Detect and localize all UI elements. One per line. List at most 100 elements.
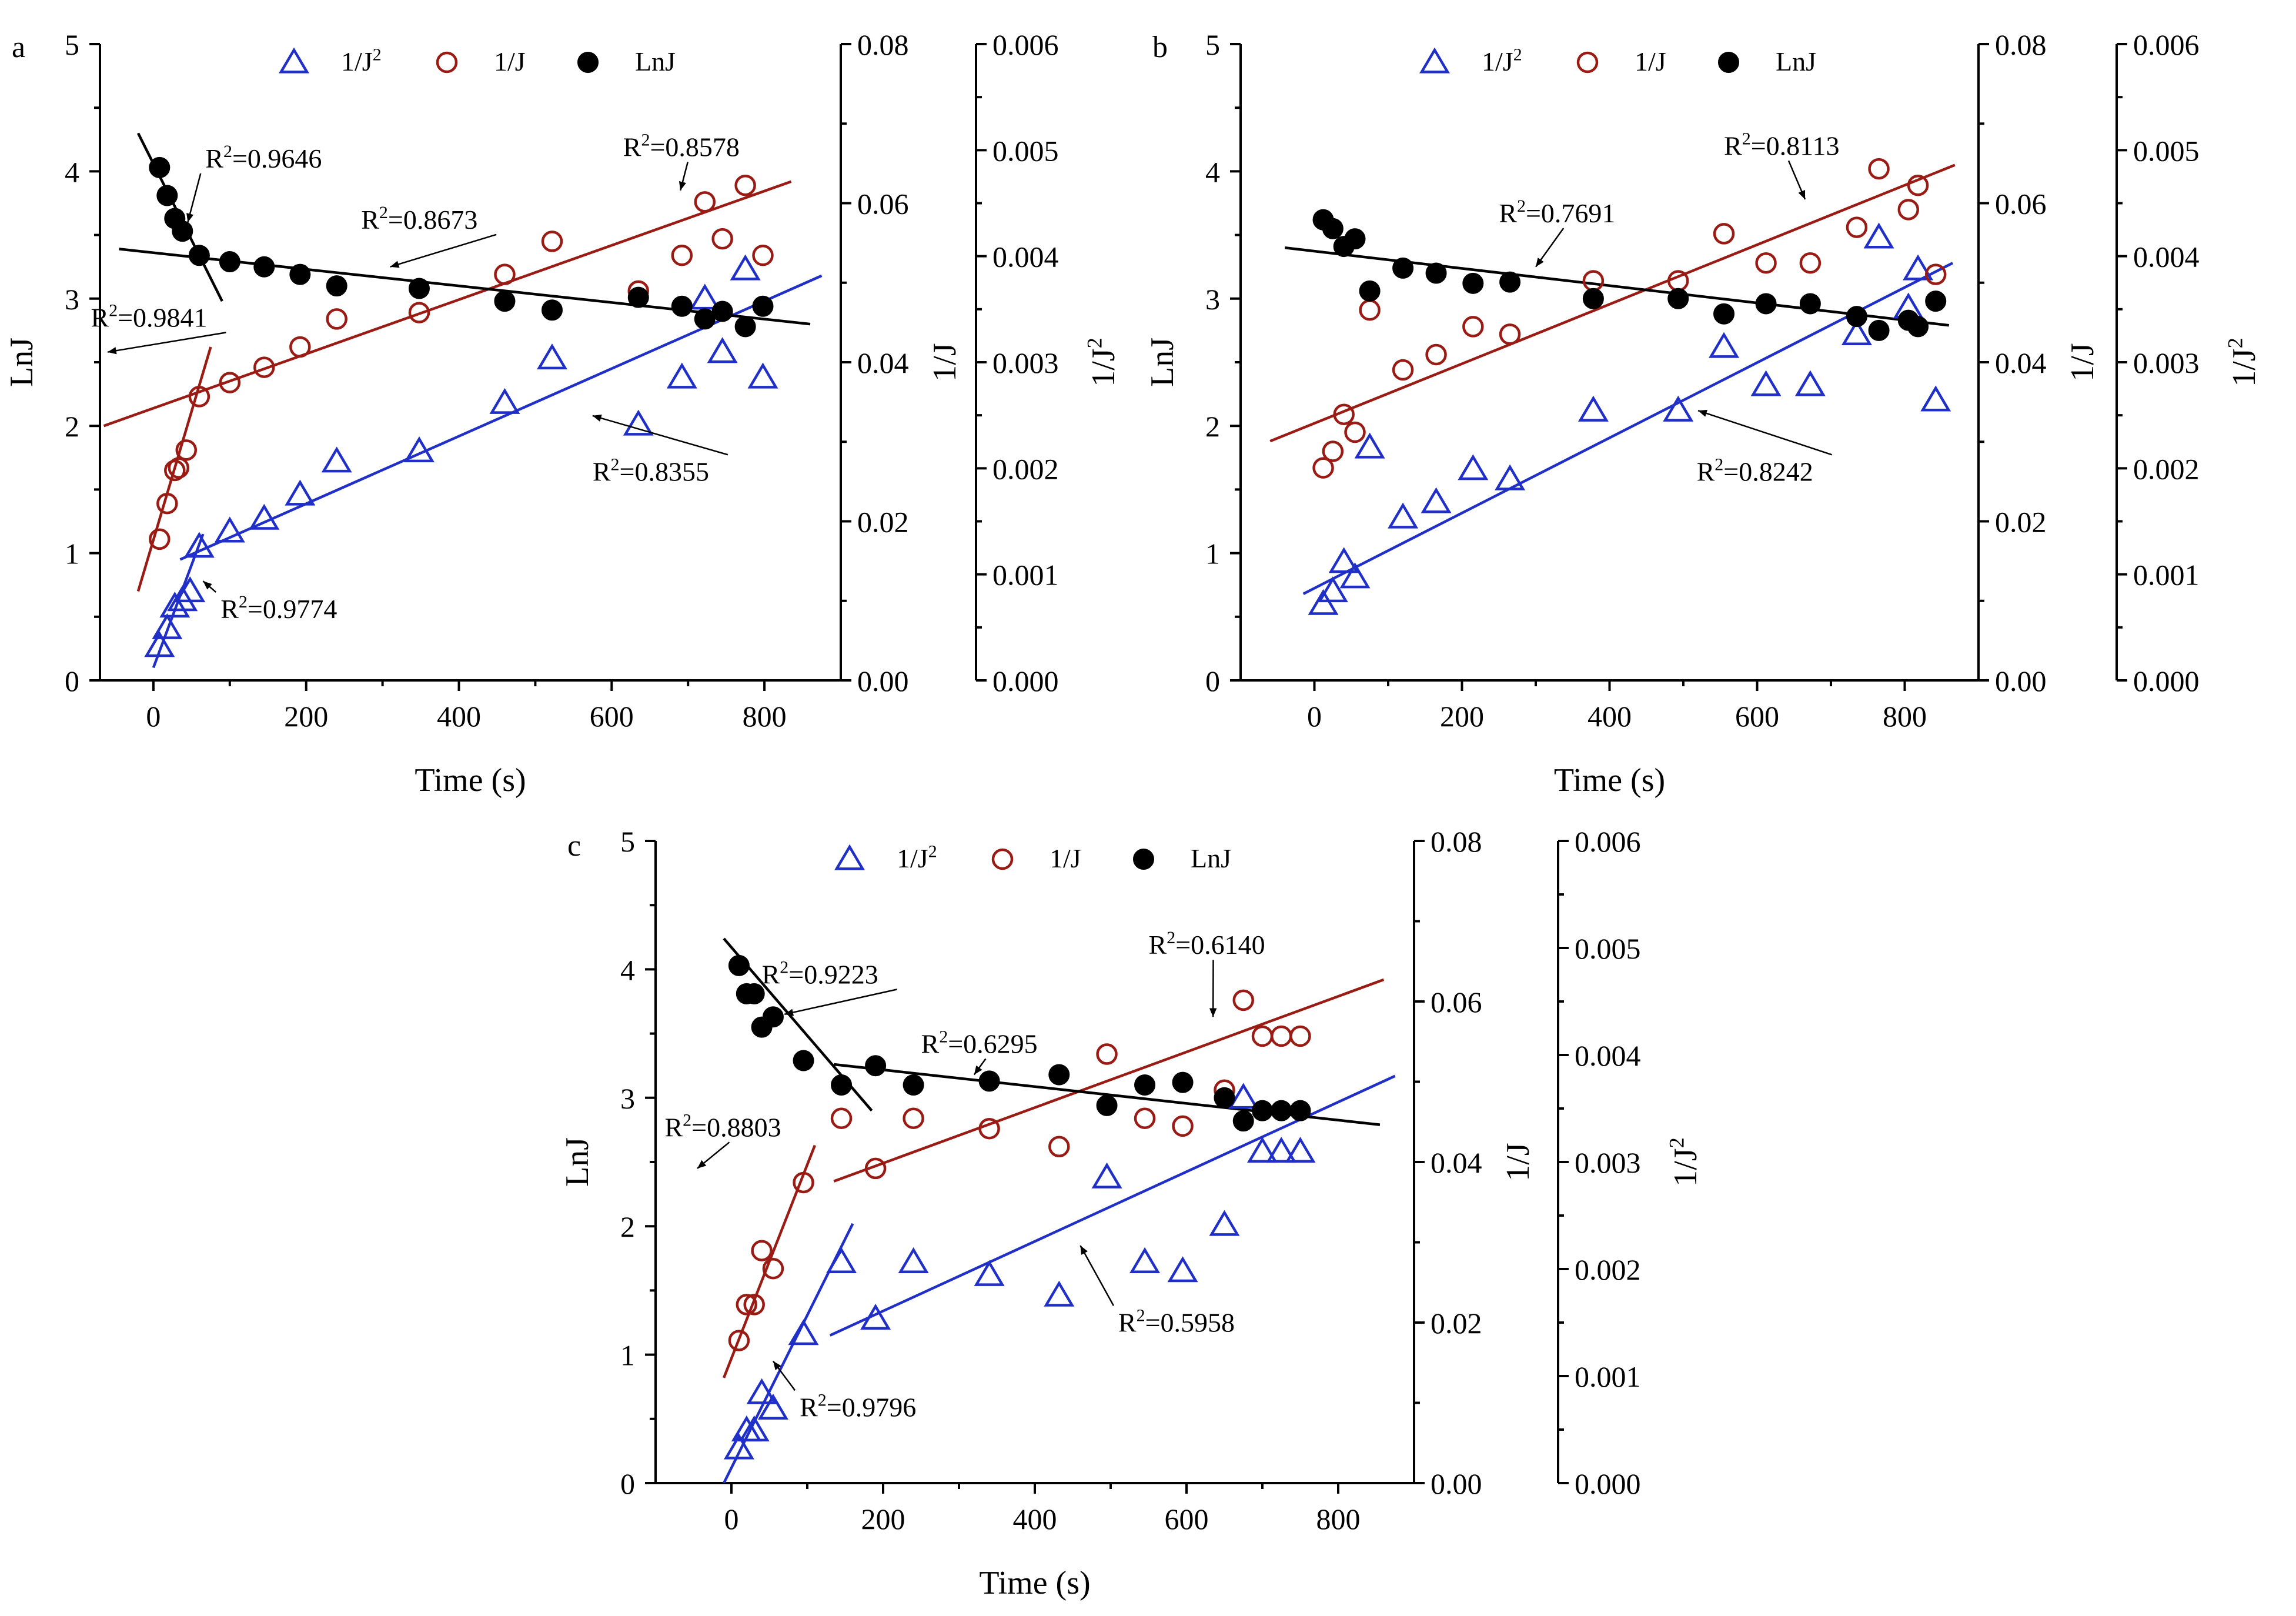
right2-tick-label: 0.001 bbox=[2133, 559, 2200, 592]
right1-tick-label: 0.04 bbox=[1431, 1146, 1482, 1179]
x-tick-label: 400 bbox=[1013, 1503, 1057, 1535]
point-lnj bbox=[1667, 288, 1689, 309]
point-1-j bbox=[903, 1107, 924, 1129]
fit-line-1-j bbox=[833, 978, 1385, 1183]
right2-tick-label: 0.005 bbox=[992, 134, 1059, 167]
right1-tick-label: 0.06 bbox=[1995, 188, 2047, 221]
right1-tick-label: 0.04 bbox=[857, 346, 909, 379]
point-1-j2 bbox=[321, 446, 352, 473]
legend-label: 1/J bbox=[1635, 46, 1666, 76]
right2-tick-label: 0.000 bbox=[1575, 1467, 1641, 1500]
x-tick-label: 800 bbox=[1883, 700, 1927, 733]
point-lnj bbox=[1214, 1087, 1235, 1109]
point-1-j bbox=[736, 1294, 758, 1315]
point-1-j bbox=[541, 231, 563, 252]
right2-tick-label: 0.006 bbox=[992, 28, 1059, 61]
annotation-arrow-head bbox=[186, 213, 194, 222]
point-lnj bbox=[1252, 1100, 1273, 1121]
r-squared-label: R2=0.9223 bbox=[762, 957, 878, 989]
left-tick-label: 5 bbox=[620, 825, 635, 858]
point-lnj bbox=[1925, 291, 1947, 312]
point-1-j bbox=[1232, 989, 1254, 1011]
left-tick-label: 0 bbox=[65, 665, 79, 697]
x-tick-label: 800 bbox=[743, 700, 787, 733]
point-1-j2 bbox=[1308, 589, 1339, 615]
fit-line-1-j bbox=[1269, 163, 1956, 443]
point-1-j2 bbox=[1285, 1137, 1316, 1163]
point-lnj bbox=[494, 291, 516, 312]
panel-c: c 0 200 400 600 800 Time (s) 0 1 2 3 4 5 LnJ 0.00 0.02 0… bbox=[559, 825, 1704, 1601]
right2-tick-label: 0.003 bbox=[2133, 346, 2200, 379]
point-lnj bbox=[1134, 1074, 1156, 1096]
r-squared-label: R2=0.8803 bbox=[664, 1110, 781, 1142]
legend-marker-1-j bbox=[991, 848, 1014, 870]
point-1-j bbox=[864, 1157, 887, 1180]
point-1-j bbox=[1924, 263, 1947, 285]
point-lnj bbox=[1172, 1071, 1194, 1093]
point-1-j2 bbox=[746, 1378, 777, 1404]
annotation-arrow-head bbox=[592, 414, 602, 422]
point-1-j bbox=[1134, 1107, 1156, 1129]
point-1-j bbox=[734, 174, 756, 196]
point-lnj bbox=[289, 263, 311, 285]
point-1-j bbox=[1359, 299, 1381, 321]
legend-marker-1-j2 bbox=[279, 47, 309, 74]
point-1-j2 bbox=[757, 1393, 788, 1420]
point-lnj bbox=[1846, 306, 1867, 328]
legend-marker-lnj bbox=[1133, 849, 1154, 870]
x-tick-label: 400 bbox=[1588, 700, 1632, 733]
legend-marker-1-j2 bbox=[1419, 47, 1450, 74]
point-1-j2 bbox=[860, 1304, 891, 1330]
x-tick-label: 600 bbox=[1165, 1503, 1209, 1535]
legend-label: 1/J bbox=[494, 46, 526, 76]
r-squared-label: R2=0.6140 bbox=[1149, 928, 1265, 960]
panel-letter: b bbox=[1152, 31, 1168, 64]
right2-axis-title: 1/J2 bbox=[1083, 338, 1122, 387]
point-1-j bbox=[728, 1330, 750, 1351]
right2-tick-label: 0.001 bbox=[992, 559, 1059, 592]
left-tick-label: 1 bbox=[65, 537, 79, 570]
point-1-j2 bbox=[1354, 432, 1385, 459]
right2-tick-label: 0.000 bbox=[2133, 665, 2200, 697]
point-1-j2 bbox=[1091, 1162, 1122, 1188]
point-1-j2 bbox=[738, 1415, 770, 1442]
point-1-j2 bbox=[489, 388, 520, 414]
left-tick-label: 4 bbox=[1205, 155, 1220, 188]
point-1-j2 bbox=[167, 585, 198, 612]
point-1-j bbox=[219, 372, 241, 393]
point-1-j bbox=[1868, 158, 1890, 180]
r-squared-label: R2=0.8242 bbox=[1697, 455, 1813, 486]
point-1-j bbox=[1499, 323, 1521, 345]
point-lnj bbox=[326, 275, 347, 297]
point-1-j bbox=[1289, 1025, 1311, 1047]
x-axis-title: Time (s) bbox=[979, 1565, 1090, 1601]
panel-b: b 0 200 400 600 800 Time (s) 0 1 2 3 4 5 LnJ 0.00 0.02 0… bbox=[1144, 28, 2262, 799]
annotation-arrow-head bbox=[1536, 258, 1544, 267]
point-1-j bbox=[156, 492, 178, 515]
x-tick-label: 200 bbox=[284, 700, 328, 733]
point-lnj bbox=[743, 983, 765, 1004]
point-1-j bbox=[978, 1117, 1000, 1140]
x-tick-label: 600 bbox=[590, 700, 634, 733]
point-1-j2 bbox=[1129, 1247, 1161, 1273]
point-1-j2 bbox=[707, 337, 738, 363]
point-1-j bbox=[743, 1294, 765, 1315]
annotation-arrow-head bbox=[697, 1160, 707, 1168]
annotation-arrow-head bbox=[773, 1361, 781, 1371]
point-1-j2 bbox=[1794, 370, 1826, 396]
point-1-j bbox=[1425, 343, 1447, 366]
right2-tick-label: 0.000 bbox=[992, 665, 1059, 697]
point-lnj bbox=[1048, 1064, 1070, 1086]
r-squared-label: R2=0.8578 bbox=[623, 130, 740, 162]
right1-tick-label: 0.08 bbox=[1431, 825, 1482, 858]
annotation-arrow-head bbox=[1798, 190, 1806, 200]
point-1-j bbox=[1667, 270, 1689, 292]
point-1-j2 bbox=[403, 436, 435, 463]
point-1-j bbox=[1322, 440, 1344, 462]
annotation-arrow-line bbox=[107, 332, 226, 353]
point-1-j2 bbox=[249, 503, 280, 530]
point-1-j2 bbox=[1841, 319, 1872, 346]
point-1-j bbox=[1048, 1136, 1070, 1158]
plot-area bbox=[103, 132, 823, 669]
point-1-j bbox=[694, 191, 716, 213]
